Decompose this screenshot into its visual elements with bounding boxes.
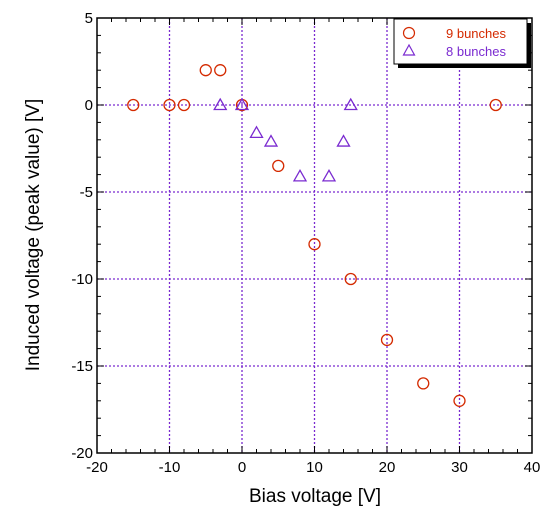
x-tick-label: -20 [86,459,108,476]
legend-marker-9-bunches [402,26,416,40]
y-tick-label: -5 [80,184,93,201]
data-point-8-bunches [249,125,264,138]
legend: 9 bunches 8 bunches [393,18,531,68]
data-point-9-bunches [308,238,321,251]
y-tick-label: 0 [85,97,93,114]
data-point-9-bunches [344,272,357,286]
data-point-9-bunches [453,394,466,407]
x-tick-label: 30 [451,459,468,476]
legend-box [393,18,528,65]
y-axis-label: Induced voltage (peak value) [V] [23,99,44,372]
legend-label-9-bunches: 9 bunches [446,26,506,41]
x-tick-label: 20 [379,459,396,476]
data-point-9-bunches [199,64,212,77]
x-tick-label: -10 [159,459,181,476]
y-tick-label: 5 [85,10,93,27]
data-point-8-bunches [321,169,337,182]
data-point-8-bunches [234,97,250,111]
x-tick-label: 40 [524,459,541,476]
data-point-9-bunches [417,377,430,390]
data-point-8-bunches [336,134,351,147]
x-tick-label: 0 [238,459,246,476]
data-point-9-bunches [177,98,191,112]
data-point-9-bunches [214,64,227,77]
y-tick-labels: 5 0 -5 -10 -15 -20 [71,10,93,462]
data-points [127,64,502,407]
data-point-8-bunches [343,97,358,111]
y-tick-label: -10 [71,271,93,288]
data-point-8-bunches [263,134,279,147]
x-tick-label: 10 [306,459,323,476]
data-point-8-bunches [292,169,308,182]
data-point-9-bunches [380,333,394,347]
legend-marker-8-bunches [402,43,416,56]
data-point-9-bunches [272,159,285,173]
legend-label-8-bunches: 8 bunches [446,44,506,59]
x-tick-labels: -20 -10 0 10 20 30 40 [86,459,540,476]
y-tick-label: -20 [71,445,93,462]
data-point-9-bunches [127,98,140,112]
x-axis-label: Bias voltage [V] [249,486,381,507]
data-point-8-bunches [213,97,228,111]
data-point-9-bunches [163,98,176,112]
data-point-9-bunches [489,98,502,112]
grid-lines [97,18,532,453]
y-tick-label: -15 [71,358,93,375]
